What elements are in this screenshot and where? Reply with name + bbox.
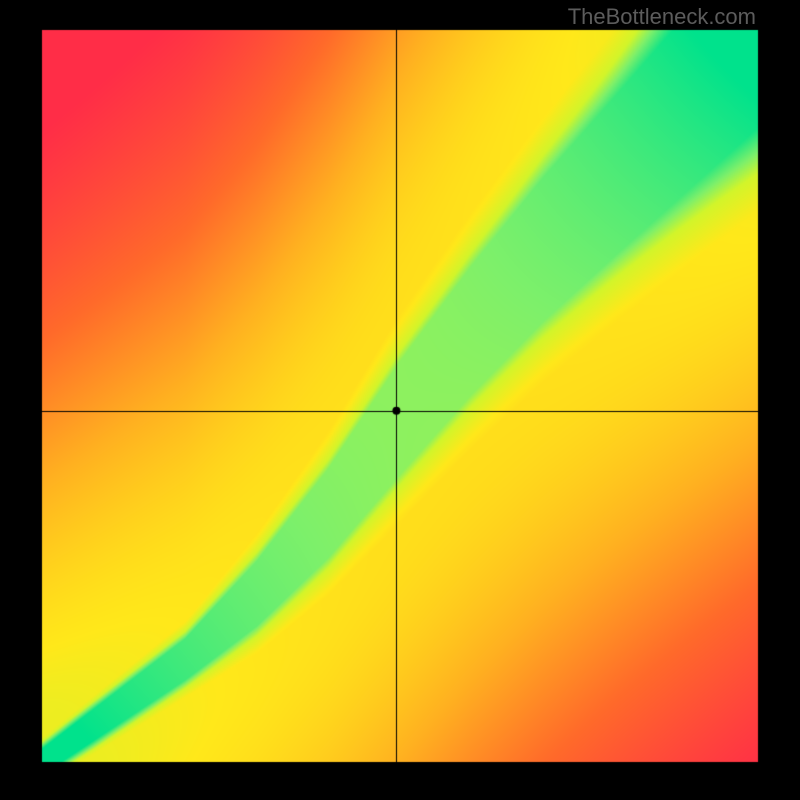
- watermark-text: TheBottleneck.com: [568, 4, 756, 30]
- chart-container: TheBottleneck.com: [0, 0, 800, 800]
- bottleneck-heatmap: [0, 0, 800, 800]
